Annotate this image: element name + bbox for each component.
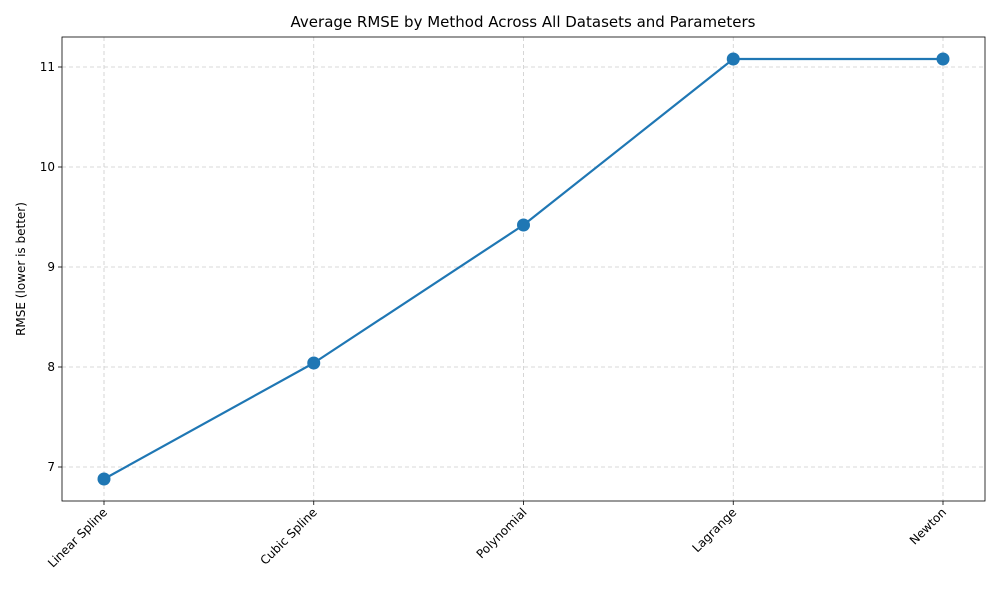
y-tick-label: 11 [40,60,55,74]
data-point [97,472,111,486]
data-point [517,218,530,232]
axis-layer: Linear Spline Cubic Spline Polynomial Lagra… [40,60,949,570]
data-point [726,52,740,66]
y-tick-label: 8 [47,360,55,374]
data-point [936,52,950,66]
data-point [307,356,321,370]
grid-layer [62,37,985,501]
x-tick-label: Linear Spline [45,505,110,570]
series-layer [97,52,950,486]
y-axis-label: RMSE (lower is better) [14,202,28,336]
x-tick-label: Polynomial [474,505,530,561]
y-tick-label: 10 [40,160,55,174]
y-tick-label: 7 [47,460,55,474]
chart-title: Average RMSE by Method Across All Datase… [291,13,756,31]
x-tick-label: Cubic Spline [257,505,319,567]
y-tick-label: 9 [47,260,55,274]
x-tick-label: Newton [907,505,949,547]
x-tick-label: Lagrange [689,505,739,555]
